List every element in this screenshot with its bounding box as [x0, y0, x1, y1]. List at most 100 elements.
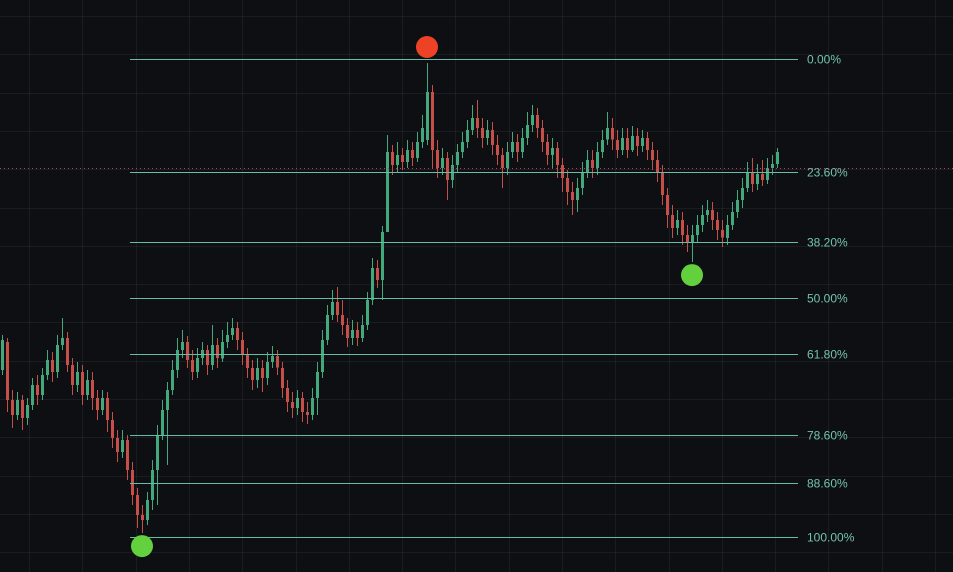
candle-body — [21, 399, 24, 418]
candle-body — [756, 174, 759, 185]
candle-body — [251, 367, 254, 381]
candle-body — [126, 440, 129, 471]
candle-body — [471, 117, 474, 131]
candle-body — [626, 137, 629, 150]
fib-level-label: 23.60% — [807, 166, 848, 180]
candle-body — [706, 210, 709, 215]
candle-body — [666, 195, 669, 215]
candle-body — [541, 127, 544, 143]
candle-body — [456, 152, 459, 166]
candle-body — [586, 159, 589, 172]
candle-body — [416, 142, 419, 158]
candle-body — [426, 92, 429, 140]
candle-body — [196, 358, 199, 373]
candle-body — [506, 152, 509, 168]
candle-body — [326, 315, 329, 341]
candle-body — [176, 350, 179, 371]
candle-body — [11, 399, 14, 416]
candle-body — [571, 191, 574, 200]
candle-body — [6, 342, 9, 400]
candle-body — [396, 155, 399, 166]
candle-body — [446, 157, 449, 180]
candle-body — [616, 139, 619, 150]
candle-body — [731, 212, 734, 225]
candle-body — [51, 360, 54, 372]
fib-level-label: 78.60% — [807, 429, 848, 443]
candle-body — [121, 440, 124, 452]
candle-body — [131, 470, 134, 495]
candle-body — [191, 360, 194, 372]
candle-body — [526, 125, 529, 138]
candle-body — [641, 137, 644, 146]
candle-body — [651, 149, 654, 160]
candle-body — [536, 114, 539, 128]
candle-body — [66, 338, 69, 365]
candle-body — [311, 397, 314, 416]
candle-body — [216, 344, 219, 359]
candle-body — [26, 405, 29, 418]
candle-body — [81, 372, 84, 395]
candle-body — [101, 397, 104, 410]
candle-body — [701, 214, 704, 225]
candle-body — [711, 210, 714, 220]
candle-body — [636, 136, 639, 146]
candle-body — [596, 152, 599, 168]
candle-body — [481, 127, 484, 138]
candle-body — [531, 114, 534, 125]
candle-body — [551, 147, 554, 156]
candle-body — [601, 139, 604, 153]
candle-body — [221, 342, 224, 359]
candle-body — [776, 152, 779, 165]
candle-body — [246, 354, 249, 368]
fib-level-label: 0.00% — [807, 53, 841, 67]
candle-body — [381, 232, 384, 280]
candle-body — [271, 355, 274, 362]
candle-body — [566, 178, 569, 192]
fib-level-label: 88.60% — [807, 477, 848, 491]
candle-body — [761, 174, 764, 180]
candle-body — [751, 171, 754, 185]
candle-body — [476, 117, 479, 128]
candle-body — [631, 136, 634, 150]
candle-body — [56, 344, 59, 372]
fib-level-label: 50.00% — [807, 292, 848, 306]
candle-body — [461, 142, 464, 153]
fib-level-label: 38.20% — [807, 236, 848, 250]
candle-body — [486, 130, 489, 138]
candle-body — [281, 367, 284, 388]
candle-body — [331, 301, 334, 316]
candle-body — [391, 152, 394, 166]
candle-body — [156, 435, 159, 471]
candle-body — [521, 137, 524, 153]
candle-body — [356, 330, 359, 339]
candle-body — [46, 360, 49, 375]
fib-level-label: 61.80% — [807, 348, 848, 362]
candle-body — [171, 370, 174, 390]
fib-level-label: 100.00% — [807, 531, 855, 545]
candle-body — [771, 164, 774, 168]
candle-body — [646, 137, 649, 150]
candle-body — [276, 355, 279, 368]
candle-body — [41, 375, 44, 396]
candle-body — [421, 127, 424, 143]
candle-body — [386, 152, 389, 232]
candle-body — [61, 338, 64, 345]
candle-body — [256, 367, 259, 381]
candle-body — [736, 200, 739, 212]
candle-body — [721, 230, 724, 238]
candle-body — [501, 155, 504, 168]
candle-body — [321, 340, 324, 373]
candle-body — [686, 234, 689, 243]
candle-body — [306, 411, 309, 416]
candle-body — [376, 267, 379, 280]
candle-body — [286, 387, 289, 403]
candle-body — [496, 145, 499, 155]
candle-body — [511, 142, 514, 153]
candle-body — [296, 397, 299, 408]
candle-body — [406, 149, 409, 162]
candle-body — [16, 399, 19, 416]
candle-body — [746, 171, 749, 189]
candle-body — [546, 142, 549, 156]
